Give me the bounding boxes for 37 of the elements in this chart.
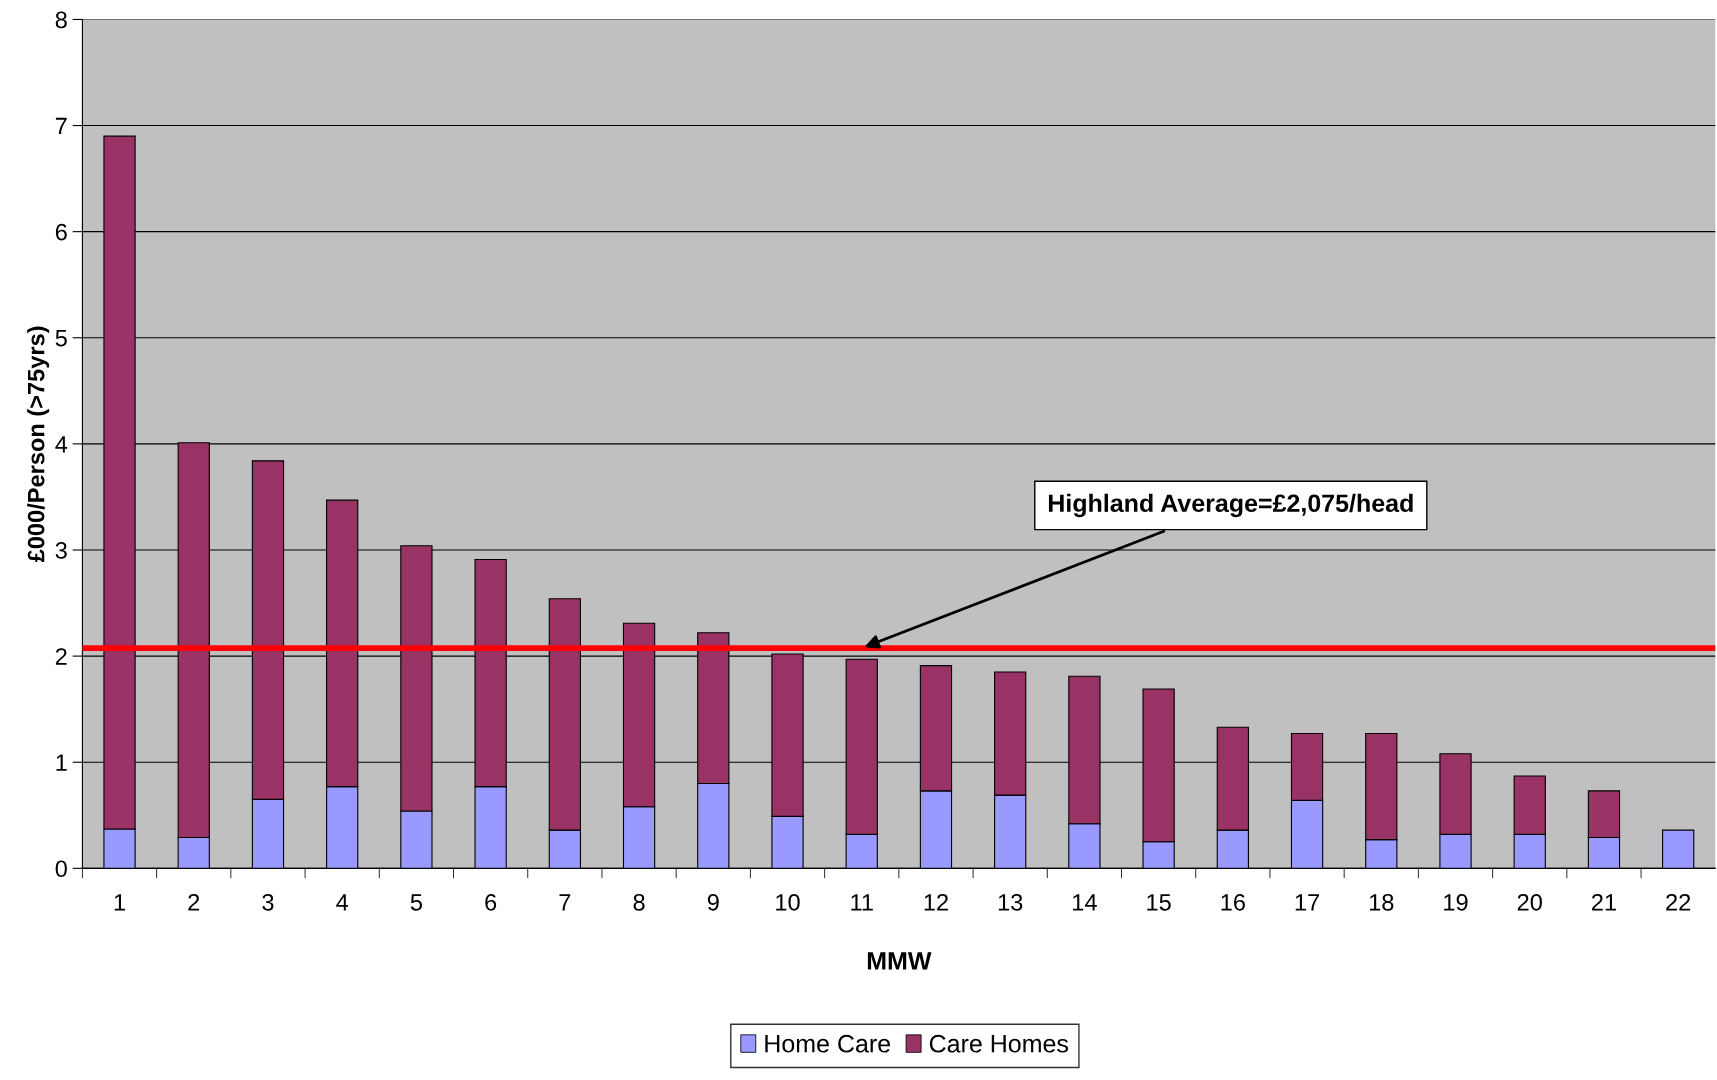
ref-line-label: Highland Average=£2,075/head — [1048, 493, 1413, 518]
y-tick-label: 7 — [55, 117, 67, 135]
y-tick-label: 2 — [55, 648, 67, 665]
x-tick-label: 15 — [1147, 894, 1171, 911]
y-tick-label: 8 — [55, 11, 67, 29]
x-tick-label: 17 — [1295, 894, 1320, 911]
y-tick-label: 1 — [56, 754, 67, 771]
x-axis-title: MMW — [867, 952, 932, 970]
y-tick-label: 0 — [55, 860, 67, 878]
x-tick-label: 22 — [1666, 893, 1691, 911]
y-tick-label: 6 — [55, 223, 67, 241]
x-tick-label: 1 — [114, 894, 125, 911]
x-tick-label: 20 — [1517, 893, 1542, 911]
x-tick-label: 12 — [924, 893, 948, 911]
x-tick-label: 6 — [485, 893, 497, 911]
bar — [1662, 829, 1695, 869]
x-tick-label: 18 — [1369, 893, 1394, 911]
x-tick-label: 16 — [1221, 893, 1245, 911]
x-tick-label: 11 — [851, 894, 873, 911]
x-tick-label: 7 — [559, 894, 571, 911]
x-tick-label: 9 — [707, 893, 719, 911]
y-tick-label: 3 — [55, 542, 67, 559]
x-tick-label: 4 — [336, 894, 349, 911]
y-tick-label: 5 — [55, 330, 67, 347]
x-tick-label: 8 — [633, 893, 645, 911]
x-tick-label: 3 — [262, 893, 274, 911]
x-tick-label: 13 — [998, 893, 1023, 911]
x-tick-label: 10 — [776, 893, 800, 911]
x-tick-label: 19 — [1444, 893, 1468, 911]
x-tick-label: 2 — [188, 893, 200, 911]
x-tick-label: 5 — [410, 894, 422, 911]
y-tick-label: 4 — [55, 436, 68, 453]
x-tick-label: 14 — [1073, 894, 1097, 911]
legend-label: Care Homes — [929, 1034, 1069, 1053]
x-tick-label: 21 — [1592, 893, 1616, 911]
legend-label: Home Care — [765, 1034, 891, 1053]
y-axis-title: £000/Person (>75yrs) — [27, 326, 50, 563]
